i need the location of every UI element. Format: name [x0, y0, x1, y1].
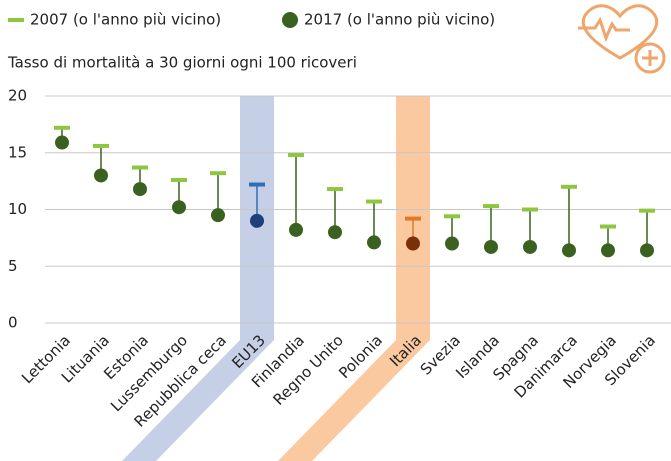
dot-2017	[328, 225, 342, 240]
dot-2017	[55, 135, 69, 150]
dot-2017	[562, 243, 576, 258]
chart-subtitle: Tasso di mortalità a 30 giorni ogni 100 …	[7, 54, 357, 72]
highlight-bands	[122, 96, 430, 461]
y-tick-label: 10	[8, 200, 27, 218]
dot-2017	[172, 200, 186, 215]
legend-label: 2017 (o l'anno più vicino)	[304, 11, 495, 29]
marks	[54, 125, 655, 258]
dot-2017	[523, 239, 537, 254]
dot-2017	[640, 243, 654, 258]
dot-2017	[133, 182, 147, 197]
legend-label: 2007 (o l'anno più vicino)	[30, 11, 221, 29]
dot-2017	[211, 208, 225, 223]
y-tick-label: 0	[8, 314, 18, 332]
y-tick-label: 20	[8, 87, 27, 105]
dot-2017	[601, 243, 615, 258]
highlight-band	[278, 96, 430, 461]
y-tick-label: 15	[8, 143, 27, 161]
legend-swatch	[282, 12, 298, 28]
dot-2017	[406, 236, 420, 251]
legend: 2007 (o l'anno più vicino) 2017 (o l'anno…	[8, 11, 495, 29]
dot-2017	[250, 213, 264, 228]
dot-2017	[445, 236, 459, 251]
grid: 0 5 10 15 20	[8, 87, 671, 332]
highlight-band	[122, 96, 274, 461]
dot-2017	[94, 168, 108, 183]
heart-icon	[578, 4, 666, 74]
dot-2017	[289, 222, 303, 237]
dot-2017	[367, 235, 381, 250]
y-tick-label: 5	[8, 257, 18, 275]
dot-2017	[484, 239, 498, 254]
